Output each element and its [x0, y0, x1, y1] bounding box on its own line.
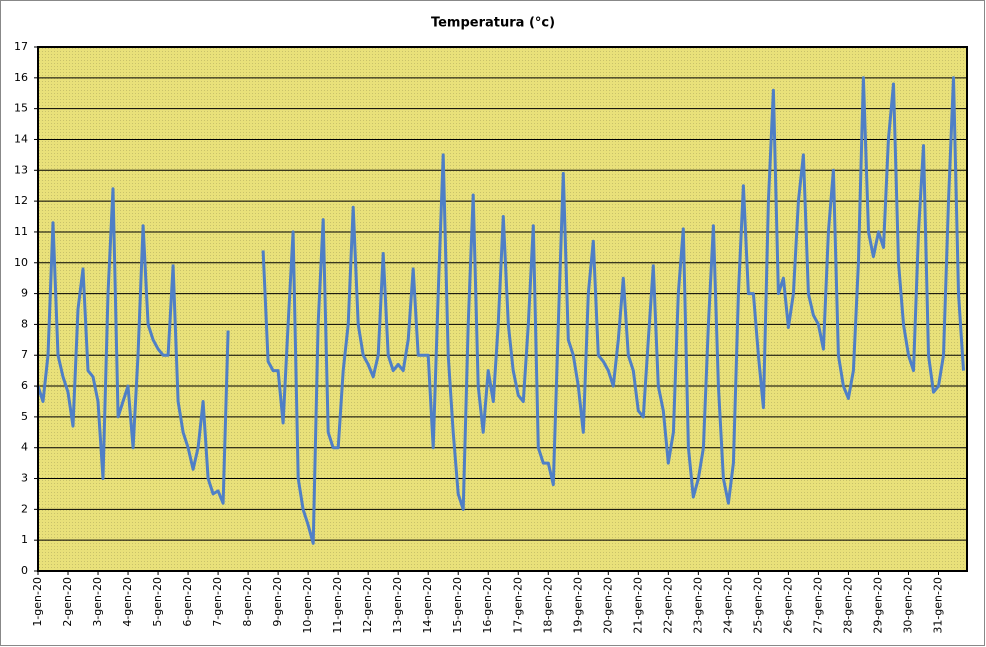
x-tick-label: 3-gen-20: [91, 577, 104, 627]
x-tick-label: 7-gen-20: [211, 577, 224, 627]
x-tick-label: 15-gen-20: [451, 577, 464, 634]
x-tick-label: 12-gen-20: [361, 577, 374, 634]
y-tick-label: 12: [14, 194, 28, 207]
plot-area: [38, 47, 967, 571]
y-tick-label: 3: [21, 472, 28, 485]
x-tick-label: 26-gen-20: [781, 577, 794, 634]
x-tick-label: 18-gen-20: [541, 577, 554, 634]
x-tick-label: 4-gen-20: [121, 577, 134, 627]
x-tick-label: 22-gen-20: [661, 577, 674, 634]
y-tick-label: 7: [21, 348, 28, 361]
x-tick-label: 30-gen-20: [901, 577, 914, 634]
x-tick-label: 28-gen-20: [841, 577, 854, 634]
x-tick-label: 16-gen-20: [481, 577, 494, 634]
x-tick-label: 19-gen-20: [571, 577, 584, 634]
y-tick-label: 13: [14, 163, 28, 176]
x-tick-label: 20-gen-20: [601, 577, 614, 634]
x-tick-label: 11-gen-20: [331, 577, 344, 634]
x-tick-label: 23-gen-20: [691, 577, 704, 634]
y-tick-label: 6: [21, 379, 28, 392]
x-tick-label: 27-gen-20: [811, 577, 824, 634]
y-tick-label: 8: [21, 317, 28, 330]
x-tick-label: 14-gen-20: [421, 577, 434, 634]
x-tick-label: 31-gen-20: [931, 577, 944, 634]
y-tick-label: 17: [14, 40, 28, 53]
x-tick-label: 5-gen-20: [151, 577, 164, 627]
y-tick-label: 10: [14, 256, 28, 269]
chart-title: Temperatura (°c): [431, 16, 555, 31]
temperature-line: [36, 76, 965, 545]
x-tick-label: 25-gen-20: [751, 577, 764, 634]
y-tick-label: 0: [21, 564, 28, 577]
x-tick-label: 8-gen-20: [241, 577, 254, 627]
x-tick-label: 29-gen-20: [871, 577, 884, 634]
y-tick-label: 11: [14, 225, 28, 238]
y-tick-label: 16: [14, 71, 28, 84]
y-tick-label: 15: [14, 102, 28, 115]
x-tick-label: 9-gen-20: [271, 577, 284, 627]
y-tick-label: 14: [14, 132, 28, 145]
x-tick-label: 2-gen-20: [61, 577, 74, 627]
x-tick-label: 1-gen-20: [31, 577, 44, 627]
y-tick-label: 4: [21, 441, 28, 454]
x-tick-label: 10-gen-20: [301, 577, 314, 634]
y-tick-label: 5: [21, 410, 28, 423]
y-tick-label: 1: [21, 533, 28, 546]
x-tick-label: 24-gen-20: [721, 577, 734, 634]
x-tick-label: 6-gen-20: [181, 577, 194, 627]
plot-border: [37, 46, 968, 572]
x-tick-label: 21-gen-20: [631, 577, 644, 634]
x-tick-label: 17-gen-20: [511, 577, 524, 634]
y-tick-label: 2: [21, 502, 28, 515]
x-tick-label: 13-gen-20: [391, 577, 404, 634]
y-tick-label: 9: [21, 287, 28, 300]
